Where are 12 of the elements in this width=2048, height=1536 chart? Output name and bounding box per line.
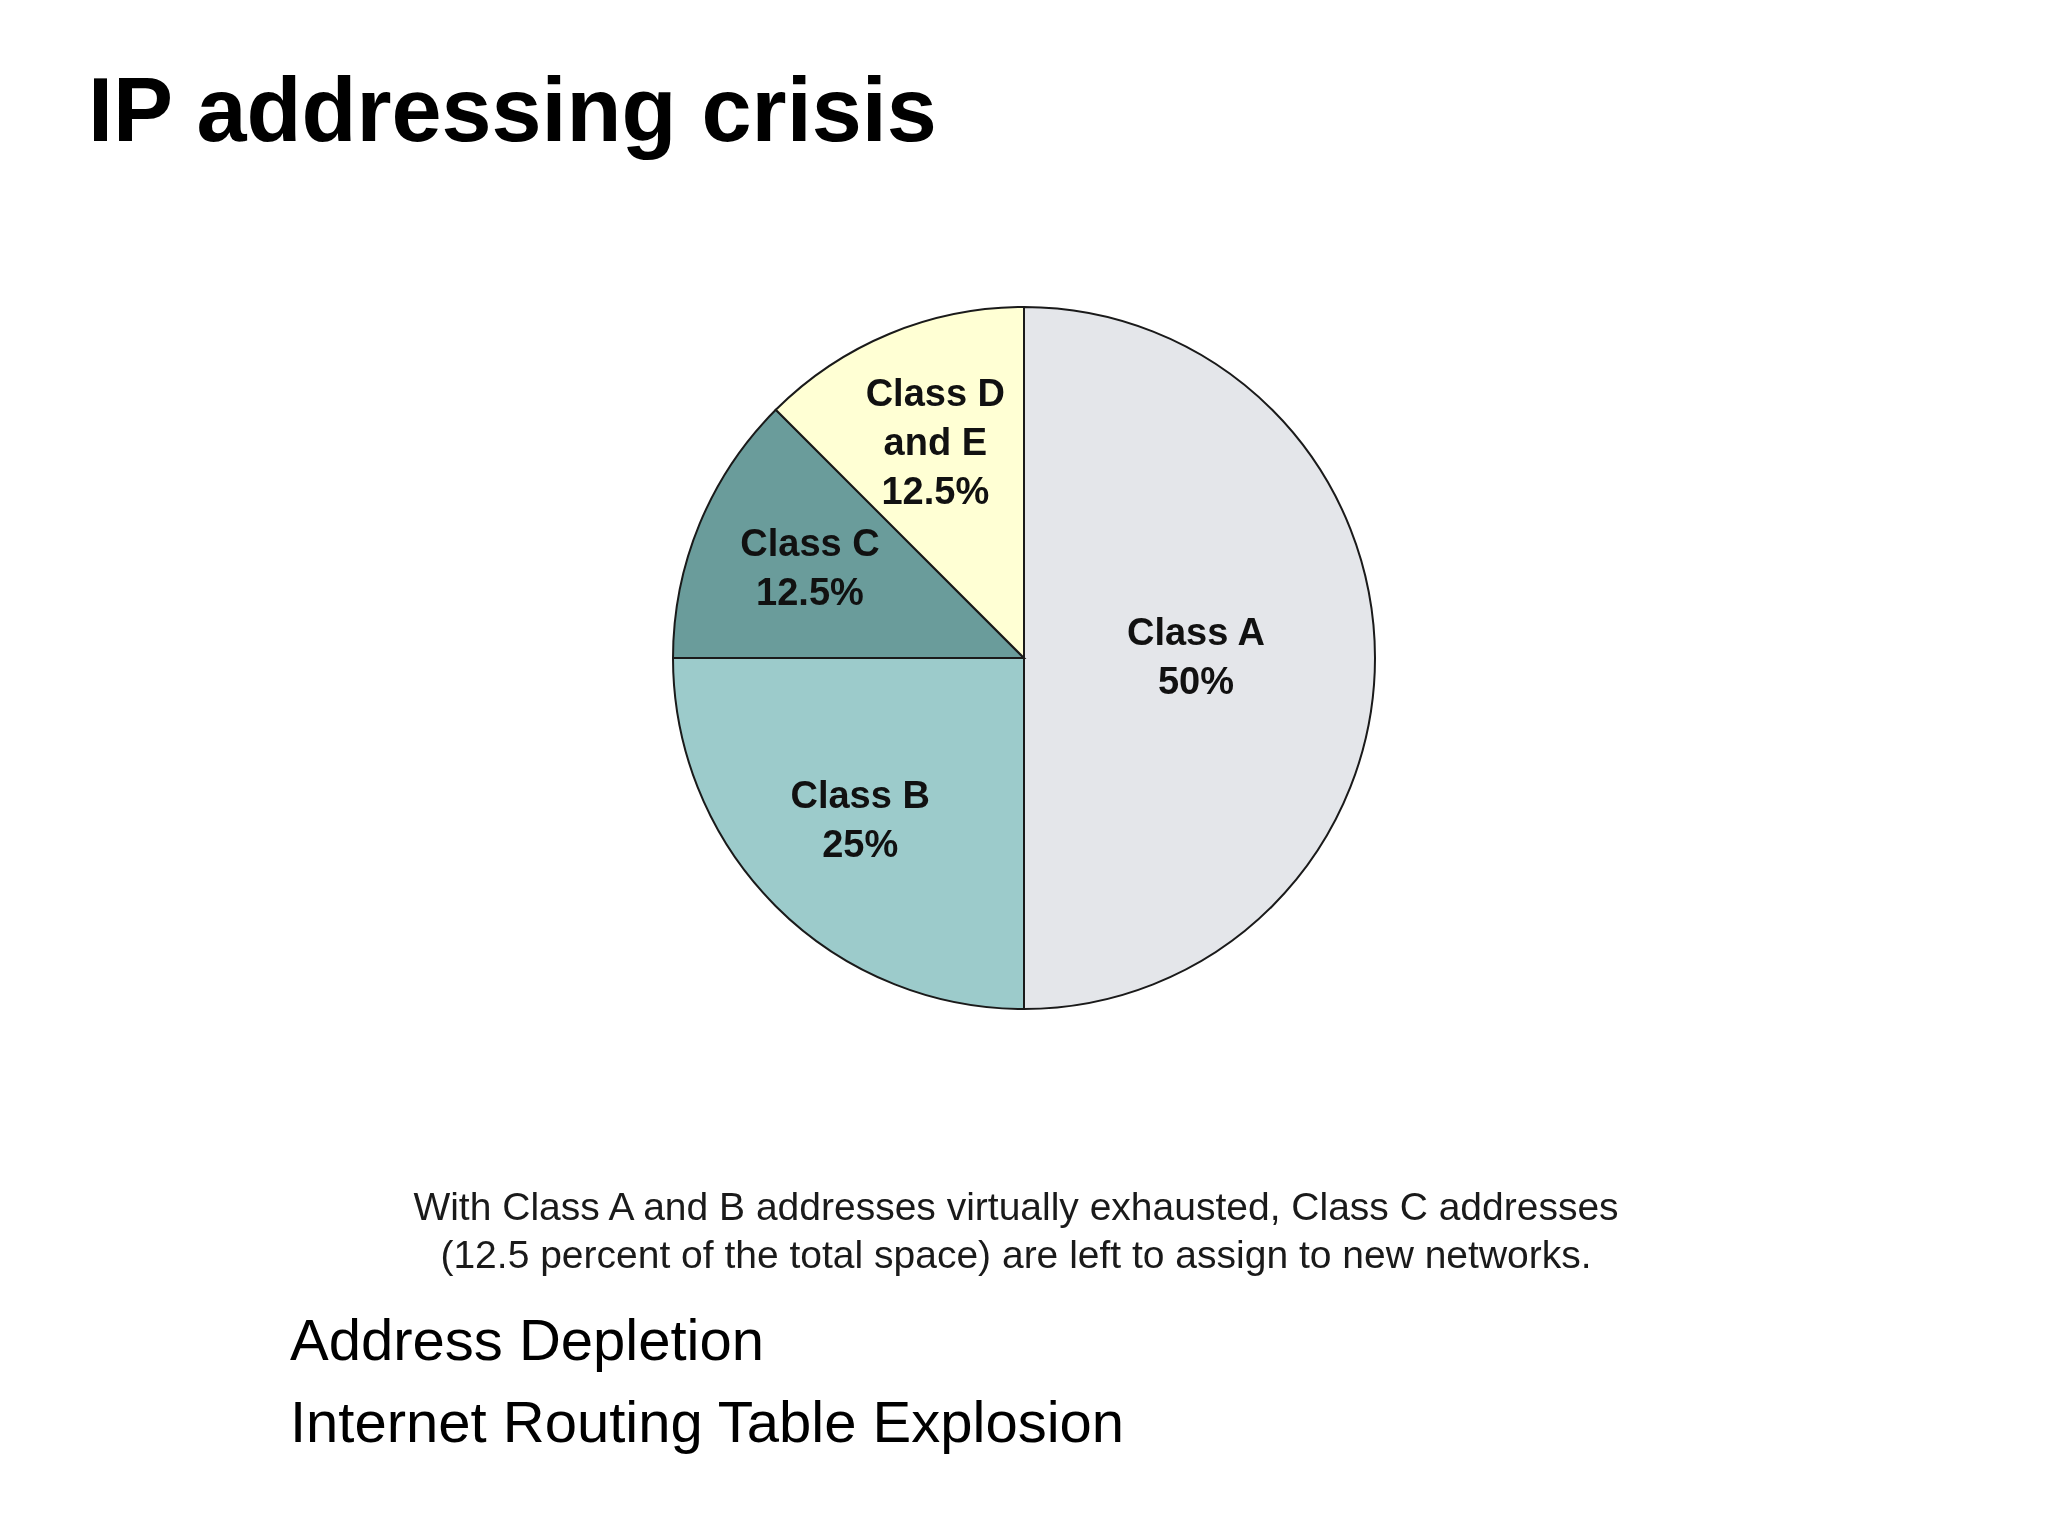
data-label: 12.5% bbox=[756, 570, 864, 613]
text: Internet Routing Table Explosion bbox=[290, 1389, 1125, 1454]
slice-label: Class A bbox=[1126, 610, 1265, 653]
slice-label: Class C bbox=[740, 521, 880, 564]
slice-label: Class D and E bbox=[865, 371, 1006, 463]
slice-label: Class B bbox=[790, 774, 930, 817]
text: Address Depletion bbox=[290, 1307, 764, 1372]
data-label: 50% bbox=[1157, 659, 1235, 702]
data-label: 12.5% bbox=[881, 469, 990, 512]
text: With Class A and B addresses virtually exhausted, Class C addresses (12.5 percent of the total space) are left to assign to new networks. bbox=[413, 1185, 1619, 1276]
chart-title: IP addressing crisis bbox=[88, 60, 937, 160]
data-label: 25% bbox=[822, 823, 899, 866]
